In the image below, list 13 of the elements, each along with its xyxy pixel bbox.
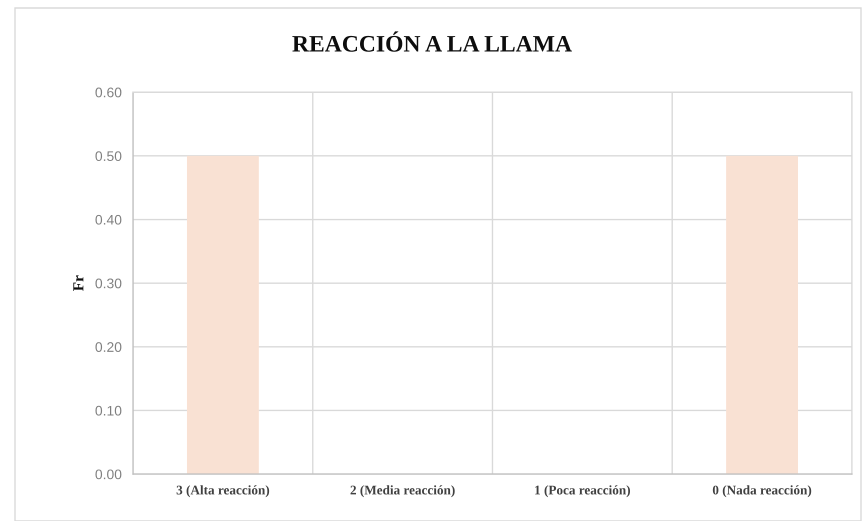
y-tick-label: 0.60: [95, 88, 122, 98]
x-tick-label: 2 (Media reacción): [350, 485, 455, 498]
y-tick-label: 0.20: [95, 342, 122, 352]
x-tick-label: 1 (Poca reacción): [535, 485, 630, 498]
y-tick-label: 0.30: [95, 278, 122, 288]
y-tick-label: 0.10: [95, 406, 122, 416]
x-tick-label: 3 (Alta reacción): [176, 485, 270, 498]
x-tick-label: 0 (Nada reacción): [712, 485, 812, 498]
y-axis-title: Fr: [73, 275, 84, 291]
y-tick-label: 0.40: [95, 214, 122, 225]
y-tick-label: 0.50: [95, 151, 122, 162]
y-tick-label: 0.00: [95, 469, 122, 480]
chart-title: REACCIÓN A LA LLAMA: [292, 31, 572, 52]
